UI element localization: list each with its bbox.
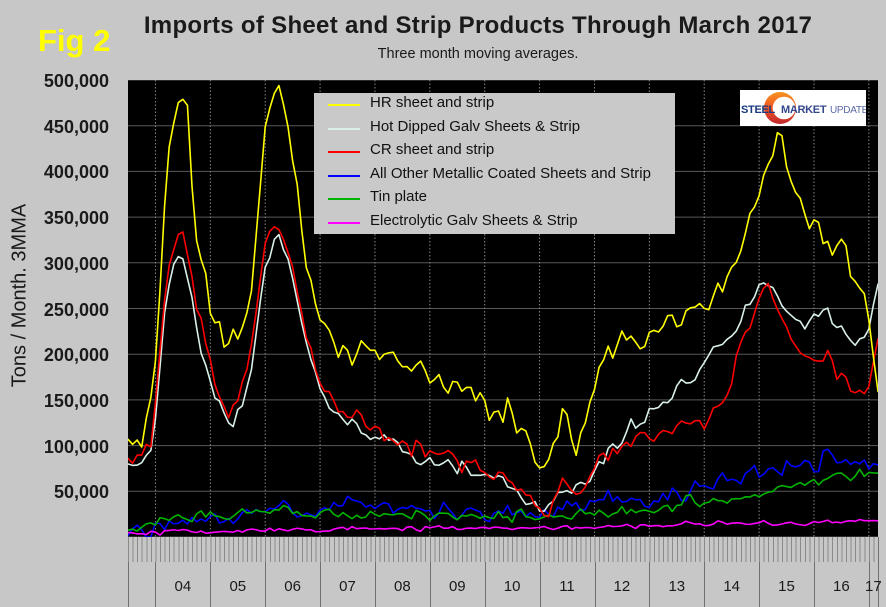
svg-text:STEEL: STEEL bbox=[741, 104, 776, 116]
svg-text:MARKET: MARKET bbox=[781, 104, 827, 116]
svg-text:UPDATE: UPDATE bbox=[830, 105, 866, 116]
